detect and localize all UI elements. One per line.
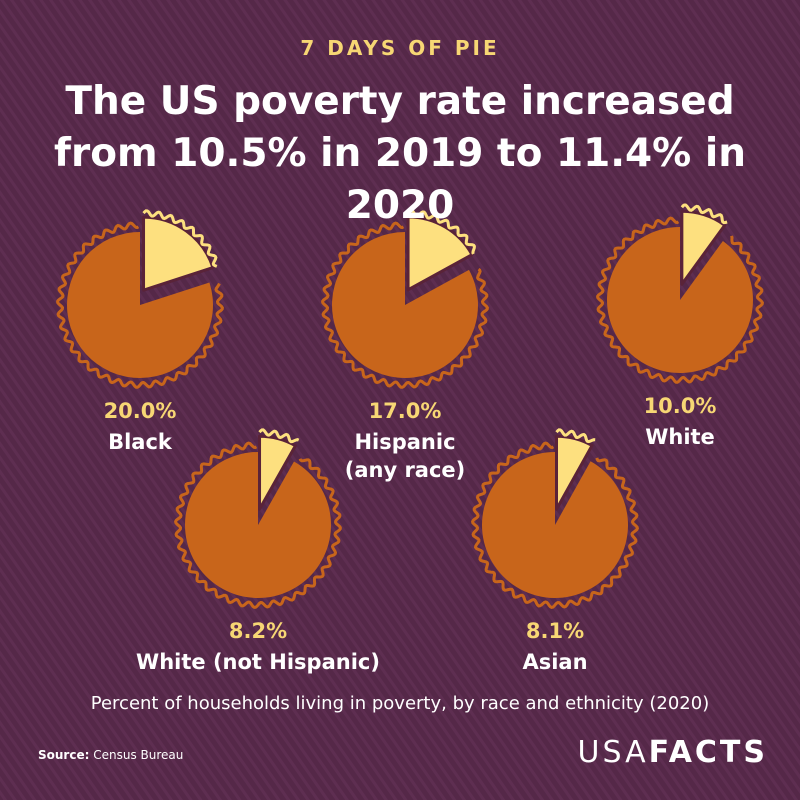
crust-ring: [471, 441, 639, 609]
pie-slice: [555, 434, 594, 511]
source: Source: Census Bureau: [38, 748, 183, 762]
value-label: 20.0%: [103, 399, 177, 423]
source-label: Source:: [38, 748, 90, 762]
value-label: 10.0%: [643, 394, 717, 418]
value-label: 8.1%: [525, 619, 585, 643]
pie-slice: [406, 215, 474, 292]
pie-remainder: [482, 452, 628, 598]
brand: USAFACTS: [578, 735, 768, 770]
source-text: Census Bureau: [93, 748, 184, 762]
category-label: Black: [108, 430, 172, 454]
slice-crust: [258, 428, 300, 444]
pie-slice: [680, 209, 727, 286]
slice-crust: [406, 209, 476, 255]
pie-slice: [258, 434, 297, 511]
title: The US poverty rate increased from 10.5%…: [54, 79, 746, 228]
category-label: Asian: [522, 650, 588, 674]
crust-ring: [56, 221, 224, 389]
value-label: 17.0%: [368, 399, 442, 423]
slice-crust: [680, 203, 728, 225]
crust-ring: [321, 221, 489, 389]
crust-ring: [596, 216, 764, 384]
kicker: 7 DAYS OF PIE: [300, 36, 500, 60]
slice-crust: [142, 209, 218, 268]
pie-remainder: [184, 452, 331, 598]
crust-ring: [174, 441, 342, 609]
brand-light: USA: [577, 735, 649, 770]
pie-remainder: [331, 232, 478, 379]
slice-crust: [555, 428, 596, 444]
pie-remainder: [66, 232, 214, 379]
pie-remainder: [607, 227, 754, 374]
subtitle: Percent of households living in poverty,…: [90, 693, 710, 714]
value-label: 8.2%: [228, 619, 288, 643]
category-label: Hispanic (any race): [344, 430, 466, 482]
brand-bold: FACTS: [648, 735, 768, 770]
category-label: White: [645, 425, 715, 449]
category-label: White (not Hispanic): [136, 650, 380, 674]
pie-slice: [142, 215, 215, 292]
